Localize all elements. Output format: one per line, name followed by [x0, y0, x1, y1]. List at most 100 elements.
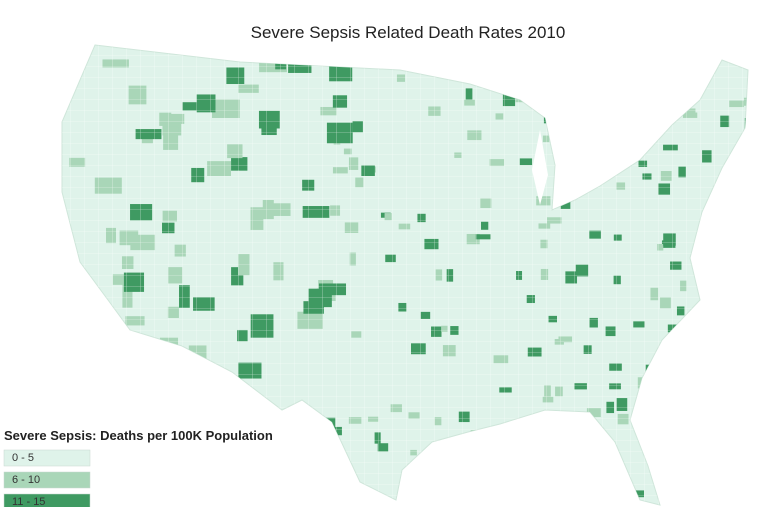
county-patch — [594, 135, 610, 142]
county-patch — [705, 320, 717, 334]
county-patch — [506, 490, 517, 502]
county-patch — [605, 107, 612, 118]
map-title: Severe Sepsis Related Death Rates 2010 — [251, 23, 566, 42]
county-patch — [731, 248, 740, 257]
legend-label: 11 - 15 — [12, 496, 45, 507]
county-patch — [558, 68, 569, 82]
county-patch — [221, 410, 243, 419]
county-patch — [424, 478, 434, 485]
county-patch — [694, 485, 708, 497]
county-patch — [450, 54, 466, 62]
county-patch — [587, 56, 598, 63]
county-patch — [721, 434, 730, 443]
county-patch — [414, 61, 423, 72]
county-patch — [323, 466, 351, 487]
county-patch — [505, 57, 515, 71]
county-patch — [470, 430, 484, 442]
county-patch — [560, 192, 571, 201]
county-patch — [734, 497, 741, 505]
county-patch — [673, 383, 688, 397]
legend-label: 6 - 10 — [12, 474, 40, 486]
county-patch — [641, 111, 649, 120]
county-patch — [80, 380, 92, 390]
county-patch — [527, 472, 540, 478]
county-patch — [509, 71, 521, 82]
county-patch — [581, 89, 591, 100]
county-patch — [514, 79, 526, 91]
county-patch — [562, 168, 570, 176]
county-patch — [596, 64, 610, 73]
county-patch — [83, 299, 105, 318]
county-patch — [488, 466, 498, 474]
legend: Severe Sepsis: Deaths per 100K Populatio… — [0, 422, 300, 507]
legend-title: Severe Sepsis: Deaths per 100K Populatio… — [4, 428, 273, 443]
county-patch — [521, 46, 534, 53]
county-patch — [750, 113, 760, 121]
county-patch — [728, 455, 736, 467]
county-patch — [441, 462, 454, 471]
county-patch — [538, 481, 553, 492]
legend-swatch — [3, 471, 91, 489]
county-patch — [595, 467, 610, 476]
county-patch — [461, 435, 468, 449]
legend-swatch — [3, 493, 91, 507]
county-patch — [490, 430, 497, 438]
legend-label: 0 - 5 — [12, 452, 34, 464]
county-patch — [370, 500, 383, 505]
county-patch — [125, 382, 139, 404]
county-patch — [667, 83, 676, 91]
county-patch — [441, 459, 452, 466]
county-patch — [629, 76, 637, 87]
county-patch — [676, 327, 685, 341]
county-patch — [558, 466, 570, 474]
county-patch — [669, 374, 682, 388]
legend-swatch — [3, 449, 91, 467]
county-patch — [446, 487, 458, 500]
county-patch — [165, 391, 180, 409]
county-patch — [434, 56, 446, 66]
county-patch — [612, 76, 620, 87]
county-patch — [731, 265, 746, 278]
county-patch — [430, 492, 439, 502]
county-patch — [711, 493, 720, 505]
county-patch — [623, 96, 631, 106]
county-patch — [233, 404, 255, 420]
county-patch — [718, 449, 725, 456]
county-patch — [546, 51, 556, 61]
county-patch — [695, 70, 710, 82]
county-patch — [726, 48, 738, 56]
county-patch — [595, 492, 602, 498]
county-patch — [536, 444, 547, 456]
county-patch — [579, 110, 591, 119]
county-patch — [552, 446, 565, 456]
county-patch — [748, 288, 754, 293]
county-patch — [527, 480, 541, 493]
county-patch — [220, 406, 248, 416]
county-patch — [666, 85, 677, 92]
county-patch — [722, 420, 731, 433]
county-patch — [736, 257, 748, 270]
county-patch — [735, 466, 748, 477]
county-patch — [691, 364, 702, 377]
county-patch — [703, 350, 714, 359]
county-patch — [616, 109, 624, 118]
county-patch — [600, 166, 612, 173]
county-patch — [721, 350, 735, 359]
county-patch — [132, 361, 144, 372]
county-patch — [652, 363, 662, 376]
county-patch — [580, 498, 594, 505]
county-patch — [722, 447, 729, 459]
county-patch — [220, 385, 247, 403]
county-patch — [698, 267, 710, 279]
county-patch — [64, 357, 90, 379]
county-patch — [633, 64, 644, 71]
county-patch — [411, 50, 425, 56]
county-patch — [596, 107, 610, 115]
county-patch — [230, 392, 241, 403]
lake-michigan — [532, 130, 548, 205]
county-patch — [727, 329, 741, 341]
county-patch — [744, 118, 748, 131]
county-patch — [79, 291, 97, 304]
